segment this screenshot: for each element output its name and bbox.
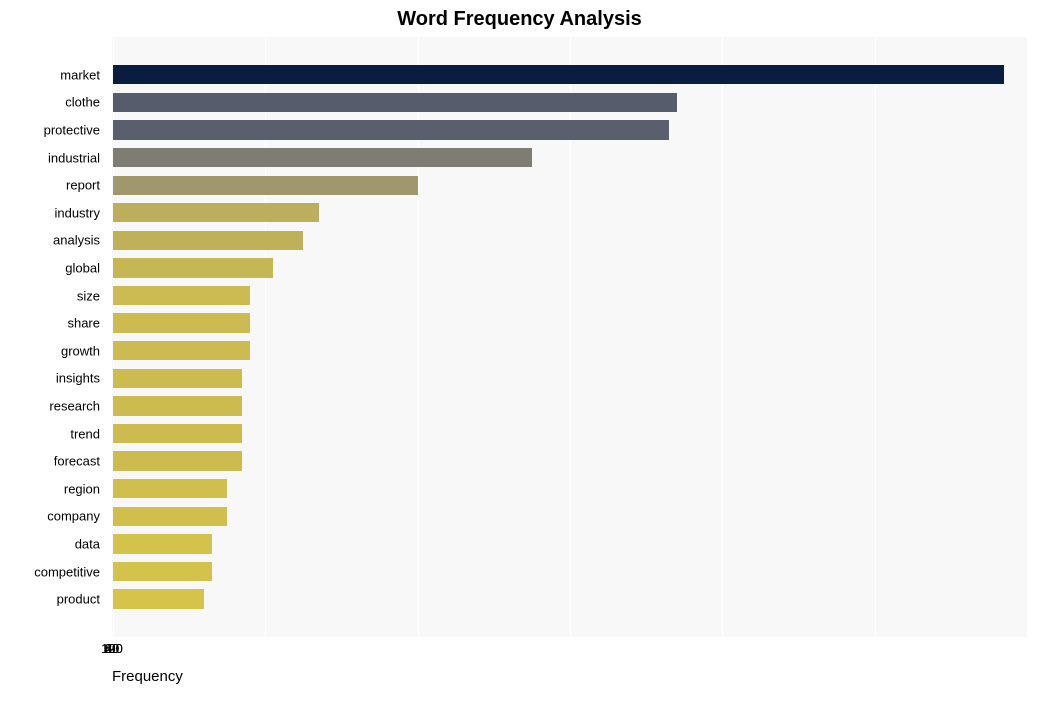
bar <box>113 507 227 526</box>
y-tick-label: global <box>65 261 106 276</box>
y-tick-label: size <box>77 288 106 303</box>
y-tick-label: industrial <box>48 150 106 165</box>
y-tick-label: data <box>75 537 106 552</box>
bar <box>113 534 212 553</box>
bar <box>113 424 242 443</box>
bar <box>113 93 677 112</box>
bar <box>113 451 242 470</box>
bar-slot <box>113 227 1027 255</box>
bar-slot <box>113 365 1027 393</box>
bar-slot <box>113 282 1027 310</box>
y-tick-label: region <box>64 481 106 496</box>
y-tick-label: company <box>47 509 106 524</box>
bar <box>113 286 250 305</box>
bar <box>113 562 212 581</box>
y-tick-label: analysis <box>53 233 106 248</box>
y-tick-label: product <box>57 592 106 607</box>
bar <box>113 479 227 498</box>
bar-slot <box>113 558 1027 586</box>
bar-slot <box>113 503 1027 531</box>
bar <box>113 589 204 608</box>
y-axis-spacer <box>12 637 112 685</box>
bar-slot <box>113 337 1027 365</box>
bar-slot <box>113 475 1027 503</box>
bar-slot <box>113 309 1027 337</box>
bar-slot <box>113 199 1027 227</box>
bar <box>113 176 418 195</box>
bar-slot <box>113 61 1027 89</box>
word-frequency-chart: Word Frequency Analysis market clothe prot… <box>0 0 1039 701</box>
bar <box>113 396 242 415</box>
bar-slot <box>113 447 1027 475</box>
y-tick-label: competitive <box>34 564 106 579</box>
plot-area <box>112 37 1027 637</box>
bar-slot <box>113 530 1027 558</box>
bar <box>113 341 250 360</box>
bar-slot <box>113 116 1027 144</box>
bars-container <box>113 61 1027 613</box>
bar <box>113 258 273 277</box>
bar <box>113 231 303 250</box>
y-tick-label: growth <box>61 343 106 358</box>
bar-slot <box>113 89 1027 117</box>
bar <box>113 369 242 388</box>
plot-row: market clothe protective industrial report in… <box>12 37 1027 637</box>
y-tick-label: industry <box>54 205 106 220</box>
bar <box>113 203 319 222</box>
bar-slot <box>113 420 1027 448</box>
y-tick-label: insights <box>56 371 106 386</box>
bar-slot <box>113 585 1027 613</box>
bar-slot <box>113 392 1027 420</box>
y-tick-label: clothe <box>65 95 106 110</box>
bar-slot <box>113 144 1027 172</box>
bar-slot <box>113 171 1027 199</box>
x-tick-label: 120 <box>101 641 123 656</box>
y-tick-label: research <box>49 399 106 414</box>
y-tick-label: share <box>67 316 106 331</box>
y-tick-label: report <box>66 178 106 193</box>
chart-title: Word Frequency Analysis <box>12 8 1027 31</box>
bar-slot <box>113 254 1027 282</box>
bar <box>113 313 250 332</box>
y-tick-label: trend <box>70 426 106 441</box>
bar <box>113 148 532 167</box>
bar <box>113 65 1004 84</box>
y-tick-label: market <box>60 67 106 82</box>
x-axis-row: 020406080100120 Frequency <box>12 637 1027 685</box>
y-tick-label: protective <box>44 123 106 138</box>
bar <box>113 120 669 139</box>
y-tick-label: forecast <box>54 454 106 469</box>
gridline <box>1027 37 1028 637</box>
y-axis: market clothe protective industrial report in… <box>12 37 112 637</box>
